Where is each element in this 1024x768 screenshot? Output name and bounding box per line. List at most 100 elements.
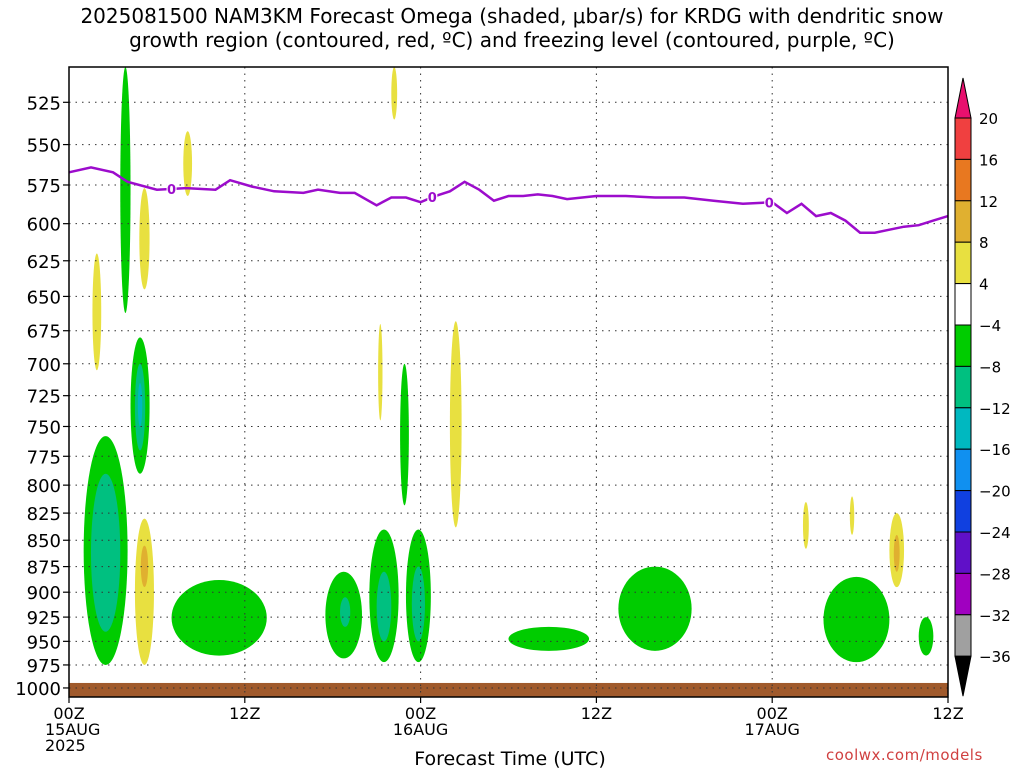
freezing-label-2: 0 — [765, 196, 774, 211]
y-tick-label-925: 925 — [27, 608, 61, 629]
colorbar-bin-12 — [954, 572, 972, 616]
y-tick-label-875: 875 — [27, 558, 61, 579]
omega-region-17 — [137, 383, 143, 427]
x-tick-label-48-1: 17AUG — [744, 720, 799, 739]
omega-region-0 — [120, 67, 131, 314]
x-tick-label-24-0: 00Z — [405, 704, 436, 723]
omega-region-18 — [92, 253, 102, 371]
omega-region-19 — [139, 188, 150, 290]
watermark: coolwx.com/models — [826, 746, 983, 764]
y-tick-label-975: 975 — [27, 656, 61, 677]
x-tick-label-24-1: 16AUG — [393, 720, 448, 739]
colorbar-label-0: 20 — [979, 110, 998, 128]
colorbar-top-arrow — [954, 77, 972, 119]
omega-region-11 — [918, 617, 934, 656]
x-tick-label-60-0: 12Z — [932, 704, 963, 723]
x-tick-label-36-0: 12Z — [581, 704, 612, 723]
colorbar-label-9: −20 — [979, 483, 1011, 501]
colorbar-label-10: −24 — [979, 524, 1011, 542]
freezing-label-bg-1 — [427, 190, 438, 204]
y-tick-label-575: 575 — [27, 176, 61, 197]
omega-region-24 — [449, 321, 462, 528]
y-tick-label-525: 525 — [27, 93, 61, 114]
omega-region-23 — [378, 323, 383, 421]
x-axis-label: Forecast Time (UTC) — [414, 748, 605, 768]
y-tick-label-675: 675 — [27, 322, 61, 343]
x-tick-label-48-0: 00Z — [757, 704, 788, 723]
y-tick-label-850: 850 — [27, 531, 61, 552]
omega-region-12 — [90, 473, 121, 632]
y-axis-ticks: 525 550 575 600 625 650 675 700 725 750 775 800 825 8… — [15, 93, 69, 700]
colorbar-label-12: −32 — [979, 607, 1011, 625]
colorbar-bin-2 — [954, 158, 972, 202]
y-tick-label-750: 750 — [27, 417, 61, 438]
y-tick-label-650: 650 — [27, 287, 61, 308]
freezing-label-1: 0 — [428, 191, 437, 206]
y-tick-label-550: 550 — [27, 136, 61, 157]
title-line-2: growth region (contoured, red, ºC) and f… — [129, 28, 895, 52]
colorbar-label-13: −36 — [979, 648, 1011, 666]
chart-title: 2025081500 NAM3KM Forecast Omega (shaded… — [0, 4, 1024, 52]
omega-region-21 — [134, 518, 154, 665]
colorbar-label-6: −8 — [979, 358, 1001, 376]
omega-region-10 — [823, 576, 890, 663]
colorbar-label-7: −12 — [979, 400, 1011, 418]
omega-region-28 — [140, 545, 149, 588]
y-tick-label-775: 775 — [27, 447, 61, 468]
y-tick-label-625: 625 — [27, 252, 61, 273]
freezing-label-bg-0 — [166, 181, 177, 195]
x-tick-label-0-2: 2025 — [45, 736, 86, 755]
omega-region-20 — [183, 131, 193, 196]
colorbar-bin-6 — [954, 324, 972, 367]
colorbar-bin-4 — [954, 241, 972, 285]
grid-lines — [69, 67, 948, 697]
colorbar-label-3: 8 — [979, 234, 989, 252]
ground-fill — [69, 682, 948, 697]
colorbar-label-4: 4 — [979, 276, 989, 294]
omega-region-15 — [411, 566, 425, 642]
title-line-1: 2025081500 NAM3KM Forecast Omega (shaded… — [80, 4, 944, 28]
omega-region-9 — [618, 566, 692, 651]
omega-shading — [83, 67, 934, 665]
colorbar-bin-10 — [954, 490, 972, 533]
colorbar-bin-3 — [954, 200, 972, 243]
colorbar-label-1: 16 — [979, 151, 998, 169]
colorbar-bin-11 — [954, 531, 972, 574]
y-tick-label-950: 950 — [27, 632, 61, 653]
colorbar-label-2: 12 — [979, 193, 998, 211]
colorbar-label-11: −28 — [979, 565, 1011, 583]
omega-region-29 — [893, 534, 900, 572]
omega-region-14 — [376, 571, 392, 642]
colorbar-label-5: −4 — [979, 317, 1001, 335]
colorbar-bin-9 — [954, 448, 972, 492]
x-tick-label-12-0: 12Z — [229, 704, 260, 723]
y-tick-label-800: 800 — [27, 476, 61, 497]
colorbar-bin-13 — [954, 614, 972, 657]
omega-region-25 — [802, 502, 809, 549]
colorbar: 20 16 12 8 4 −4 −8 −12 −16 −20 −24 −28 −32 −36 — [954, 77, 1011, 697]
y-tick-label-825: 825 — [27, 504, 61, 525]
y-tick-label-1000: 1000 — [15, 679, 61, 700]
freezing-level-contour: 0 0 0 — [68, 166, 949, 234]
y-tick-label-600: 600 — [27, 215, 61, 236]
omega-region-8 — [508, 626, 590, 651]
freezing-label-bg-2 — [764, 195, 775, 209]
omega-region-6 — [400, 363, 409, 506]
y-tick-label-900: 900 — [27, 583, 61, 604]
x-tick-label-0-0: 00Z — [53, 704, 84, 723]
colorbar-bin-1 — [954, 117, 972, 160]
omega-region-3 — [171, 579, 267, 656]
colorbar-bin-5 — [954, 283, 972, 326]
omega-region-26 — [849, 496, 855, 535]
y-tick-label-700: 700 — [27, 355, 61, 376]
ground-layer — [69, 682, 948, 697]
colorbar-bin-8 — [954, 407, 972, 450]
y-tick-label-725: 725 — [27, 387, 61, 408]
colorbar-bin-7 — [954, 365, 972, 409]
omega-region-22 — [391, 67, 398, 120]
colorbar-bottom-arrow — [954, 655, 972, 697]
freezing-level-line — [68, 166, 949, 234]
omega-region-16 — [340, 597, 351, 627]
